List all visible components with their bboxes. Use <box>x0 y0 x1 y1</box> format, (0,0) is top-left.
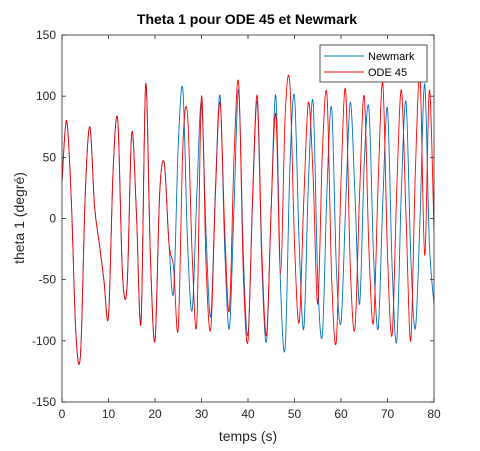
y-tick-label: 150 <box>36 28 56 42</box>
x-tick-label: 10 <box>102 407 116 421</box>
chart-title: Theta 1 pour ODE 45 et Newmark <box>137 11 357 27</box>
y-axis-label: theta 1 (degré) <box>11 172 27 264</box>
y-tick-label: -50 <box>39 273 57 287</box>
x-axis-label: temps (s) <box>219 428 277 444</box>
legend: Newmark ODE 45 <box>319 44 428 83</box>
legend-label-ode45: ODE 45 <box>368 67 407 79</box>
plot-area <box>61 34 435 403</box>
y-tick-label: 100 <box>36 89 56 103</box>
y-tick-label: -150 <box>32 395 56 409</box>
x-tick-label: 0 <box>59 407 66 421</box>
x-tick-label: 60 <box>334 407 348 421</box>
legend-label-newmark: Newmark <box>368 51 415 63</box>
y-axis: -150 -100 -50 0 50 100 150 <box>32 28 434 409</box>
series-layer <box>62 74 434 365</box>
x-tick-label: 30 <box>195 407 209 421</box>
y-tick-label: 0 <box>49 212 56 226</box>
plot-background <box>62 35 434 402</box>
x-tick-label: 80 <box>427 407 441 421</box>
x-tick-label: 70 <box>381 407 395 421</box>
y-tick-label: -100 <box>32 334 56 348</box>
x-tick-label: 20 <box>148 407 162 421</box>
x-tick-label: 40 <box>241 407 255 421</box>
x-tick-label: 50 <box>288 407 302 421</box>
x-axis: 0 10 20 30 40 50 60 70 80 <box>59 35 441 421</box>
series-line-ode45 <box>62 74 434 365</box>
y-tick-label: 50 <box>43 150 57 164</box>
legend-box <box>319 44 428 83</box>
